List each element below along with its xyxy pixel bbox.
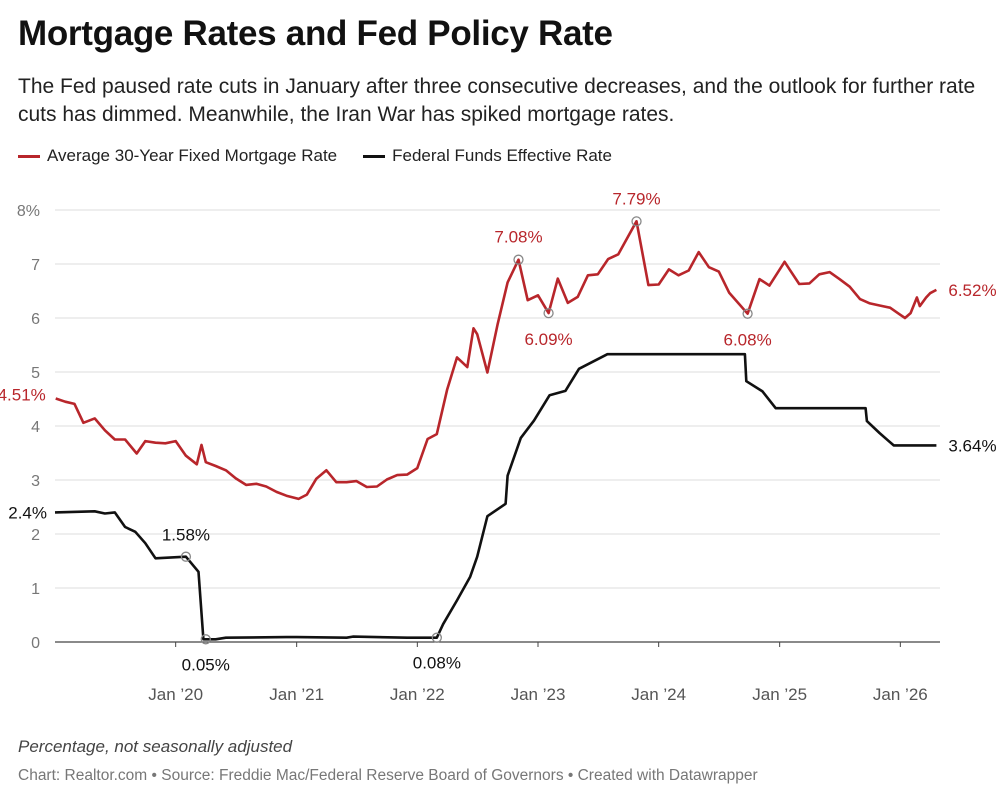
legend-swatch-fed — [363, 154, 386, 158]
x-tick-label: Jan ’26 — [873, 685, 928, 704]
x-tick-label: Jan ’24 — [631, 685, 686, 704]
y-tick-label: 2 — [31, 527, 40, 544]
annotation-marker — [180, 551, 192, 562]
annotation-label: 7.08% — [494, 228, 542, 247]
annotation-label: 6.09% — [524, 330, 572, 349]
series-line-mortgage — [55, 220, 938, 501]
legend-label-fed: Federal Funds Effective Rate — [392, 146, 612, 165]
annotation-label: 0.08% — [413, 654, 461, 673]
annotation-label: 0.05% — [182, 655, 230, 674]
annotation-marker — [513, 254, 524, 265]
y-tick-label: 3 — [31, 473, 40, 490]
annotation-marker — [742, 308, 753, 319]
annotation-label: 1.58% — [162, 526, 210, 545]
annotation-marker — [431, 632, 442, 643]
legend-item-fed: Federal Funds Effective Rate — [363, 146, 612, 166]
legend: Average 30-Year Fixed Mortgage Rate Fede… — [18, 146, 612, 166]
annotation-label: 6.52% — [948, 281, 996, 300]
chart-source: Chart: Realtor.com • Source: Freddie Mac… — [18, 767, 758, 784]
line-chart: 0 1 2 3 4 5 6 7 8% Jan ’20 Jan ’21 Jan ’22 Jan ’23 Ja… — [0, 189, 997, 704]
y-tick-label: 5 — [31, 365, 40, 382]
annotation-marker — [631, 216, 642, 227]
annotation-label: 2.4% — [8, 503, 47, 522]
chart-note: Percentage, not seasonally adjusted — [18, 737, 293, 756]
legend-item-mortgage: Average 30-Year Fixed Mortgage Rate — [18, 146, 337, 166]
annotation-marker — [543, 307, 554, 319]
y-tick-label: 0 — [31, 635, 40, 652]
chart-subtitle: The Fed paused rate cuts in January afte… — [18, 75, 976, 126]
series-line-fed — [54, 352, 937, 641]
annotation-label: 6.08% — [723, 331, 771, 350]
x-tick-label: Jan ’25 — [752, 685, 807, 704]
y-tick-label: 8% — [17, 203, 40, 220]
y-tick-label: 1 — [31, 581, 40, 598]
annotation-label: 7.79% — [612, 189, 660, 208]
annotation-label: 3.64% — [948, 436, 996, 455]
y-tick-label: 4 — [31, 419, 40, 436]
x-tick-label: Jan ’23 — [511, 685, 566, 704]
legend-label-mortgage: Average 30-Year Fixed Mortgage Rate — [47, 146, 338, 165]
chart-title: Mortgage Rates and Fed Policy Rate — [18, 14, 613, 53]
x-tick-label: Jan ’22 — [390, 685, 445, 704]
annotation-marker — [200, 634, 211, 645]
x-tick-label: Jan ’20 — [148, 685, 203, 704]
x-tick-label: Jan ’21 — [269, 685, 324, 704]
y-tick-label: 7 — [31, 257, 40, 274]
y-tick-label: 6 — [31, 311, 40, 328]
legend-swatch-mortgage — [18, 154, 40, 158]
annotation-label: 4.51% — [0, 385, 46, 404]
